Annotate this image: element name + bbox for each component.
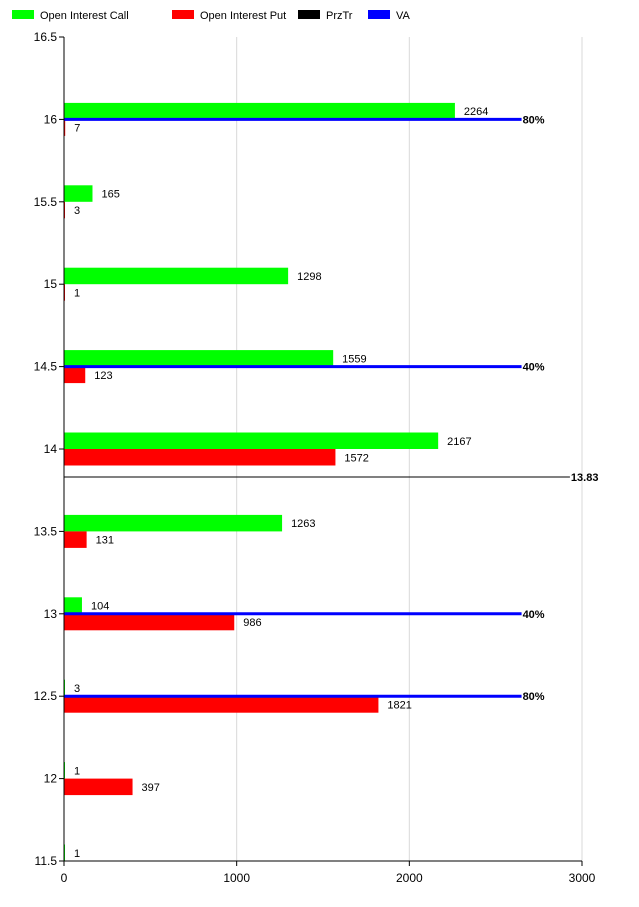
bar-label-call-12: 1	[74, 765, 80, 777]
bar-label-call-15: 1298	[297, 271, 321, 283]
y-tick-label-7: 13	[44, 607, 58, 621]
ref-label-va-1: 40%	[523, 362, 545, 374]
bar-put-13	[64, 613, 235, 631]
bar-label-put-15: 1	[74, 287, 80, 299]
bar-label-put-14: 1572	[344, 452, 368, 464]
bar-label-call-14: 2167	[447, 436, 471, 448]
bar-put-12	[64, 778, 133, 796]
x-tick-label-2: 2000	[396, 871, 423, 885]
legend-swatch-3	[368, 10, 390, 19]
ref-label-prztr-2: 13.83	[571, 472, 599, 484]
bar-label-put-16: 7	[74, 123, 80, 135]
x-tick-label-3: 3000	[569, 871, 596, 885]
legend-label-1: Open Interest Put	[200, 10, 286, 22]
ref-label-va-4: 80%	[523, 691, 545, 703]
bar-call-14	[64, 432, 439, 449]
bar-put-12.5	[64, 696, 379, 713]
bar-call-13	[64, 597, 82, 614]
chart-legend: Open Interest Call Open Interest Put PrzTr…	[12, 10, 411, 22]
bar-label-put-13: 986	[243, 617, 261, 629]
y-tick-label-3: 15	[44, 277, 58, 291]
y-tick-label-1: 16	[44, 112, 58, 126]
bar-label-put-15.5: 3	[74, 205, 80, 217]
legend-label-3: VA	[396, 10, 411, 22]
bar-call-15.5	[64, 185, 93, 202]
y-tick-label-10: 11.5	[35, 854, 58, 868]
bar-put-14.5	[64, 366, 86, 384]
bar-put-13.5	[64, 531, 87, 548]
bar-call-14.5	[64, 350, 334, 367]
bar-call-13.5	[64, 514, 283, 532]
y-tick-label-4: 14.5	[34, 360, 58, 374]
bar-label-call-13: 104	[91, 601, 109, 613]
chart-bars: 2264716531298115591232167157212631311049…	[64, 102, 488, 861]
y-tick-label-8: 12.5	[34, 689, 58, 703]
bar-label-call-14.5: 1559	[342, 353, 366, 365]
y-tick-label-5: 14	[44, 442, 58, 456]
bar-label-call-11.5: 1	[74, 848, 80, 860]
y-tick-label-2: 15.5	[34, 195, 58, 209]
y-tick-label-9: 12	[44, 772, 58, 786]
x-tick-label-0: 0	[61, 871, 68, 885]
bar-label-call-12.5: 3	[74, 683, 80, 695]
x-tick-label-1: 1000	[223, 871, 250, 885]
bar-label-call-13.5: 1263	[291, 518, 315, 530]
bar-label-put-13.5: 131	[96, 535, 114, 547]
bar-call-16	[64, 102, 455, 120]
legend-swatch-2	[298, 10, 320, 19]
ref-label-va-0: 80%	[523, 114, 545, 126]
bar-label-put-12: 397	[142, 782, 160, 794]
ref-label-va-3: 40%	[523, 609, 545, 621]
bar-label-put-12.5: 1821	[387, 699, 411, 711]
bar-label-call-16: 2264	[464, 106, 488, 118]
bar-label-put-14.5: 123	[94, 370, 112, 382]
bar-label-call-15.5: 165	[101, 189, 119, 201]
bar-put-14	[64, 449, 336, 466]
bar-put-16	[64, 119, 66, 136]
bar-call-15	[64, 267, 289, 285]
legend-label-2: PrzTr	[326, 10, 353, 22]
chart-reference-lines: 80% 40% 13.83 40% 80%	[64, 114, 598, 703]
legend-label-0: Open Interest Call	[40, 10, 129, 22]
y-tick-label-6: 13.5	[34, 524, 58, 538]
legend-swatch-0	[12, 10, 34, 19]
legend-swatch-1	[172, 10, 194, 19]
y-tick-label-0: 16.5	[34, 30, 58, 44]
